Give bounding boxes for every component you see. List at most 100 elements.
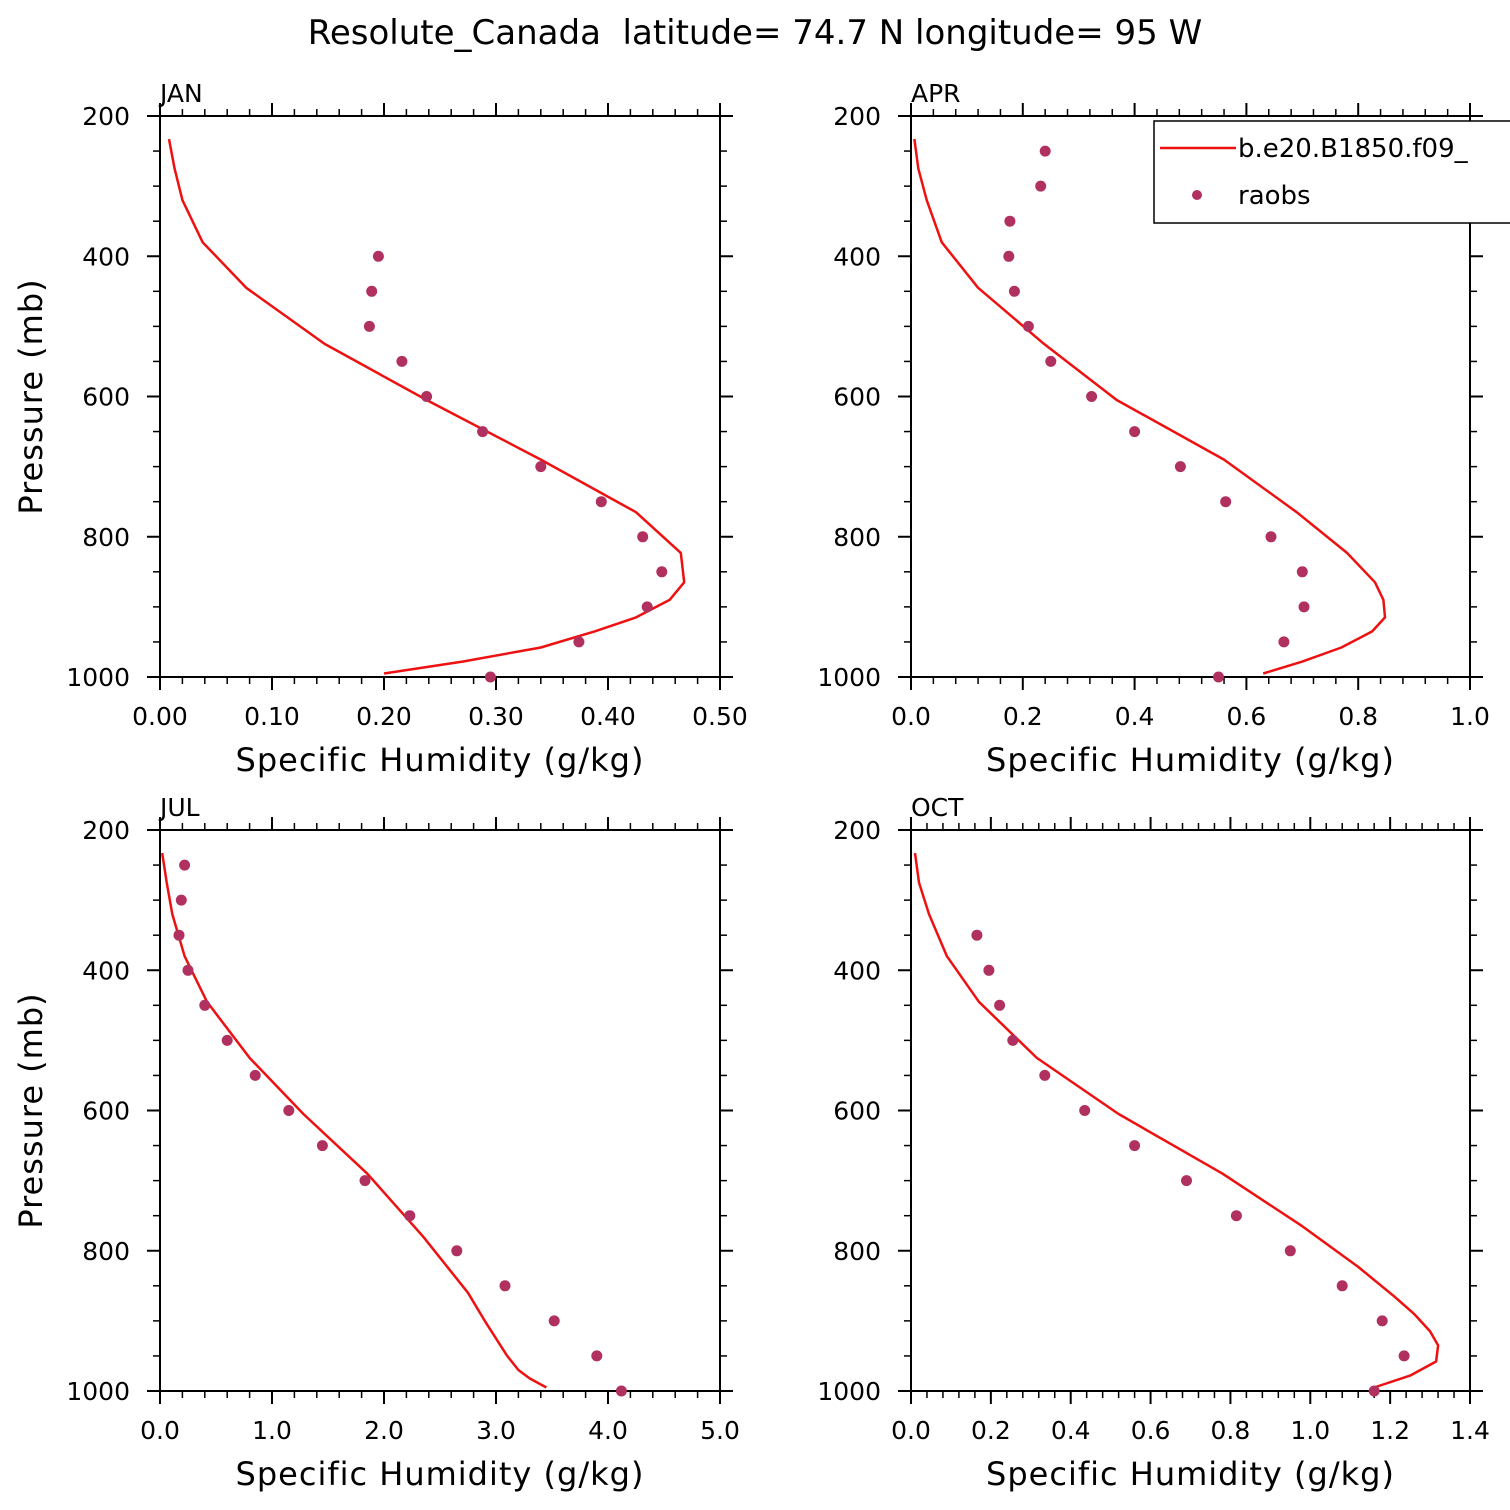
obs-point — [535, 461, 547, 473]
obs-point — [477, 426, 489, 438]
y-tick-label: 600 — [833, 383, 881, 412]
x-tick-label: 1.0 — [1290, 1416, 1330, 1445]
obs-point — [1129, 426, 1141, 438]
model-line — [913, 138, 1387, 675]
obs-point — [1230, 1210, 1242, 1222]
plot-frame — [159, 115, 721, 678]
x-axis-label: Specific Humidity (g/kg) — [236, 741, 645, 779]
model-line — [167, 138, 686, 675]
obs-point — [1174, 461, 1186, 473]
obs-point — [573, 636, 585, 648]
panel-oct: OCT 0.0 0.2 0.4 0.6 0.8 1.0 1.2 1.4 200 400 600 800 1… — [817, 793, 1490, 1493]
x-tick-label: 2.0 — [364, 1416, 404, 1445]
y-tick-label: 800 — [82, 1237, 130, 1266]
x-tick-label: 0.0 — [891, 1416, 931, 1445]
obs-point — [983, 964, 995, 976]
obs-point — [641, 601, 653, 613]
legend-model-label: b.e20.B1850.f09_ — [1238, 134, 1469, 164]
x-axis-label: Specific Humidity (g/kg) — [986, 741, 1395, 779]
panel-title: APR — [911, 79, 961, 108]
y-tick-label: 400 — [82, 242, 130, 271]
y-tick-label: 400 — [82, 956, 130, 985]
obs-point — [1265, 531, 1277, 543]
x-tick-label: 0.8 — [1211, 1416, 1251, 1445]
obs-point — [1007, 1034, 1019, 1046]
x-tick-label: 0.8 — [1338, 702, 1378, 731]
obs-point — [548, 1315, 560, 1327]
legend-obs-marker — [1192, 190, 1202, 200]
y-axis-label: Pressure (mb) — [12, 278, 50, 514]
x-tick-label: 0.4 — [1051, 1416, 1091, 1445]
y-tick-label: 1000 — [817, 663, 881, 692]
obs-point — [1008, 285, 1020, 297]
x-tick-label: 1.4 — [1450, 1416, 1490, 1445]
obs-point — [971, 929, 983, 941]
x-tick-label: 0.4 — [1115, 702, 1155, 731]
y-axis-label: Pressure (mb) — [12, 992, 50, 1228]
obs-point — [994, 999, 1006, 1011]
obs-point — [182, 964, 194, 976]
y-tick-label: 800 — [833, 523, 881, 552]
y-tick-label: 800 — [833, 1237, 881, 1266]
obs-point — [499, 1280, 511, 1292]
obs-point — [1004, 215, 1016, 227]
obs-point — [372, 250, 384, 262]
x-tick-label: 0.6 — [1227, 702, 1267, 731]
y-tick-label: 600 — [833, 1097, 881, 1126]
obs-point — [1284, 1245, 1296, 1257]
obs-point — [591, 1350, 603, 1362]
obs-point — [1022, 320, 1034, 332]
x-tick-label: 0.10 — [244, 702, 300, 731]
model-line — [160, 852, 547, 1389]
panel-title: JAN — [158, 79, 203, 108]
obs-point — [1086, 391, 1098, 402]
x-tick-label: 0.0 — [140, 1416, 180, 1445]
obs-point — [1336, 1280, 1348, 1292]
obs-point — [1278, 636, 1290, 648]
x-tick-label: 0.6 — [1131, 1416, 1171, 1445]
y-tick-label: 200 — [82, 816, 130, 845]
x-tick-label: 0.2 — [1003, 702, 1043, 731]
obs-point — [363, 320, 375, 332]
obs-point — [179, 859, 191, 871]
panel-apr: APR 0.0 0.2 0.4 0.6 0.8 1.0 200 400 600 800 1000 Spe… — [817, 79, 1490, 779]
x-tick-label: 5.0 — [700, 1416, 740, 1445]
legend: b.e20.B1850.f09_ raobs — [1153, 120, 1510, 224]
obs-point — [283, 1105, 295, 1116]
x-tick-label: 0.2 — [971, 1416, 1011, 1445]
x-tick-label: 4.0 — [588, 1416, 628, 1445]
obs-point — [656, 566, 668, 578]
obs-point — [1039, 1069, 1051, 1081]
obs-point — [1045, 355, 1057, 367]
obs-point — [1298, 601, 1310, 613]
y-tick-label: 800 — [82, 523, 130, 552]
panel-title: OCT — [911, 793, 964, 822]
obs-point — [1039, 145, 1051, 157]
x-tick-label: 1.0 — [1450, 702, 1490, 731]
obs-point — [1376, 1315, 1388, 1327]
obs-point — [249, 1069, 261, 1081]
obs-point — [221, 1034, 233, 1046]
y-tick-label: 1000 — [66, 663, 130, 692]
panel-jan: JAN 0.00 0.10 0.20 0.30 0.40 0.50 200 400 600 800 1… — [12, 79, 748, 779]
y-tick-label: 400 — [833, 242, 881, 271]
obs-point — [173, 929, 185, 941]
x-tick-label: 0.00 — [132, 702, 188, 731]
obs-point — [484, 671, 496, 683]
obs-point — [316, 1140, 328, 1152]
obs-point — [421, 391, 433, 402]
obs-point — [595, 496, 607, 508]
y-tick-label: 600 — [82, 1097, 130, 1126]
x-tick-label: 0.20 — [356, 702, 412, 731]
obs-point — [615, 1385, 627, 1397]
x-tick-label: 0.50 — [692, 702, 748, 731]
legend-obs-label: raobs — [1238, 181, 1311, 211]
x-tick-label: 1.0 — [252, 1416, 292, 1445]
panel-jul: JUL 0.0 1.0 2.0 3.0 4.0 5.0 200 400 600 800 1000 Spe… — [12, 793, 740, 1493]
obs-point — [1398, 1350, 1410, 1362]
x-tick-label: 0.30 — [468, 702, 524, 731]
figure-title: Resolute_Canada latitude= 74.7 N longitu… — [308, 13, 1202, 53]
panels: JAN 0.00 0.10 0.20 0.30 0.40 0.50 200 400 600 800 1… — [12, 79, 1490, 1493]
obs-point — [1079, 1105, 1091, 1116]
